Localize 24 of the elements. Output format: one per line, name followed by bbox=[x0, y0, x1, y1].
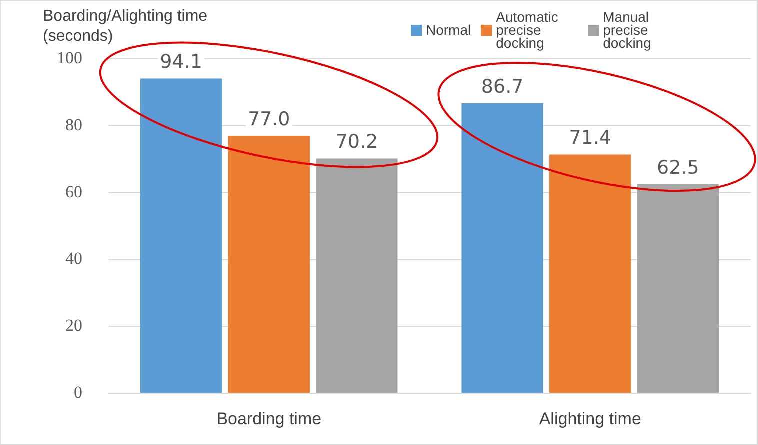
text: 77.0 bbox=[248, 108, 290, 130]
x-tick-label: Alighting time bbox=[539, 409, 642, 428]
legend-label: Automatic precise docking bbox=[496, 9, 560, 51]
x-tick-label: Boarding time bbox=[216, 409, 322, 428]
y-tick-label: 60 bbox=[66, 182, 82, 202]
bar bbox=[140, 78, 222, 394]
text: 94.1 bbox=[160, 51, 202, 74]
bar bbox=[550, 154, 632, 394]
y-axis-title: Boarding/Alighting time (seconds) bbox=[43, 7, 209, 47]
text: 86.7 bbox=[481, 76, 524, 98]
y-tick-label: 20 bbox=[66, 316, 82, 336]
legend-label: Normal bbox=[426, 22, 472, 38]
text: 71.4 bbox=[569, 127, 612, 150]
bar bbox=[637, 184, 720, 394]
y-tick-label: 0 bbox=[74, 383, 82, 402]
text: 62.5 bbox=[657, 156, 700, 179]
bar bbox=[228, 136, 310, 394]
bar bbox=[316, 158, 398, 394]
y-tick-label: 100 bbox=[57, 48, 82, 68]
text: 70.2 bbox=[336, 131, 378, 154]
y-tick-label: 40 bbox=[66, 249, 82, 268]
bar bbox=[462, 104, 544, 394]
y-tick-label: 80 bbox=[66, 115, 82, 134]
legend-label: Manual precise docking bbox=[603, 9, 652, 51]
